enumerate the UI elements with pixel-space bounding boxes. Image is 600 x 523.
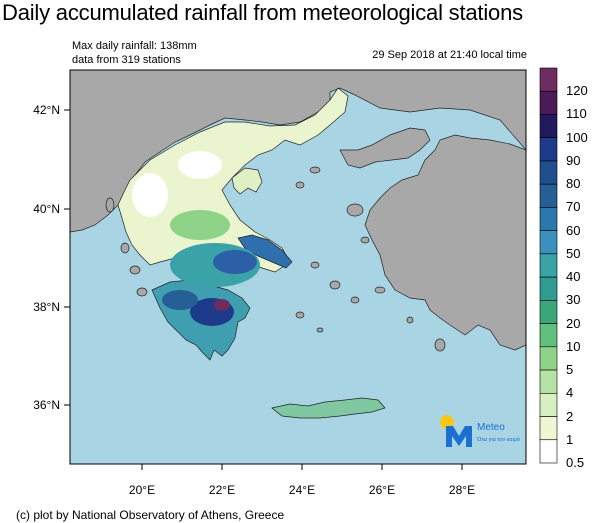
colorbar-label: 80 <box>566 176 581 192</box>
lat-label: 38°N <box>33 300 60 314</box>
logo-name: Meteo <box>477 422 505 433</box>
colorbar-swatch <box>539 300 558 324</box>
thrace-land <box>339 127 431 169</box>
colorbar-swatch <box>539 416 558 441</box>
max-rainfall-text: Max daily rainfall: 138mm <box>72 40 197 52</box>
colorbar-swatch <box>539 346 558 371</box>
logo-tagline: Όλα για τον καιρό <box>476 436 520 443</box>
rain-zone-peak <box>214 299 230 311</box>
colorbar-swatch <box>539 183 558 208</box>
colorbar-swatch <box>539 276 558 301</box>
datetime-text: 29 Sep 2018 at 21:40 local time <box>372 49 527 61</box>
colorbar-label: 30 <box>566 292 581 308</box>
map-frame <box>69 69 527 465</box>
colorbar <box>539 67 558 464</box>
colorbar-swatch <box>539 323 558 348</box>
colorbar-label: 110 <box>566 106 587 122</box>
colorbar-label: 100 <box>566 129 588 145</box>
lon-label: 26°E <box>369 483 395 497</box>
colorbar-label: 1 <box>566 431 574 447</box>
meteo-logo: Meteo Όλα για τον καιρό <box>440 415 520 447</box>
colorbar-label: 50 <box>566 245 581 261</box>
lon-label: 24°E <box>289 483 315 497</box>
colorbar-label: 2 <box>566 408 574 424</box>
ionian-islands <box>105 197 148 297</box>
lat-label: 40°N <box>33 202 60 216</box>
lat-axis: 42°N 40°N 38°N 36°N <box>33 103 70 412</box>
rain-zone-west-pelop <box>162 290 198 310</box>
meteo-m-icon <box>446 426 472 447</box>
turkey-land <box>364 134 526 351</box>
colorbar-swatch <box>539 230 558 255</box>
colorbar-swatch <box>539 392 558 417</box>
colorbar-label: 60 <box>566 222 581 238</box>
lat-label: 42°N <box>33 103 60 117</box>
colorbar-swatch <box>539 160 558 185</box>
lat-label: 36°N <box>33 398 60 412</box>
colorbar-label: 10 <box>566 338 581 354</box>
colorbar-swatch <box>539 253 558 278</box>
aegean-islands <box>295 166 446 352</box>
colorbar-label: 0.5 <box>566 455 585 470</box>
colorbar-label: 4 <box>566 385 574 401</box>
lon-axis: 20°E 22°E 24°E 26°E 28°E <box>129 464 475 497</box>
colorbar-swatch <box>539 137 558 162</box>
colorbar-label: 70 <box>566 199 581 215</box>
colorbar-swatch <box>539 439 558 464</box>
colorbar-label: 5 <box>566 362 574 378</box>
rain-zone-attica <box>213 250 257 274</box>
dry-zone-macedonia <box>178 151 222 179</box>
colorbar-label: 90 <box>566 152 581 168</box>
lon-label: 22°E <box>209 483 235 497</box>
sun-icon <box>440 415 454 429</box>
credit-text: (c) plot by National Observatory of Athe… <box>16 508 285 522</box>
colorbar-label: 120 <box>566 83 588 99</box>
colorbar-swatch <box>539 90 558 115</box>
crete <box>271 397 386 419</box>
station-count-text: data from 319 stations <box>72 54 181 66</box>
dry-zone-epirus <box>132 173 168 217</box>
colorbar-swatch <box>539 207 558 231</box>
map-title: Daily accumulated rainfall from meteorol… <box>2 0 523 25</box>
colorbar-swatch <box>539 369 558 394</box>
colorbar-swatch <box>539 114 558 139</box>
lon-label: 20°E <box>129 483 155 497</box>
lon-label: 28°E <box>449 483 475 497</box>
colorbar-swatch <box>539 67 558 92</box>
colorbar-label: 40 <box>566 269 581 285</box>
colorbar-label: 20 <box>566 315 581 331</box>
rain-zone-thessaly <box>170 210 230 240</box>
chalkidiki <box>231 167 263 195</box>
